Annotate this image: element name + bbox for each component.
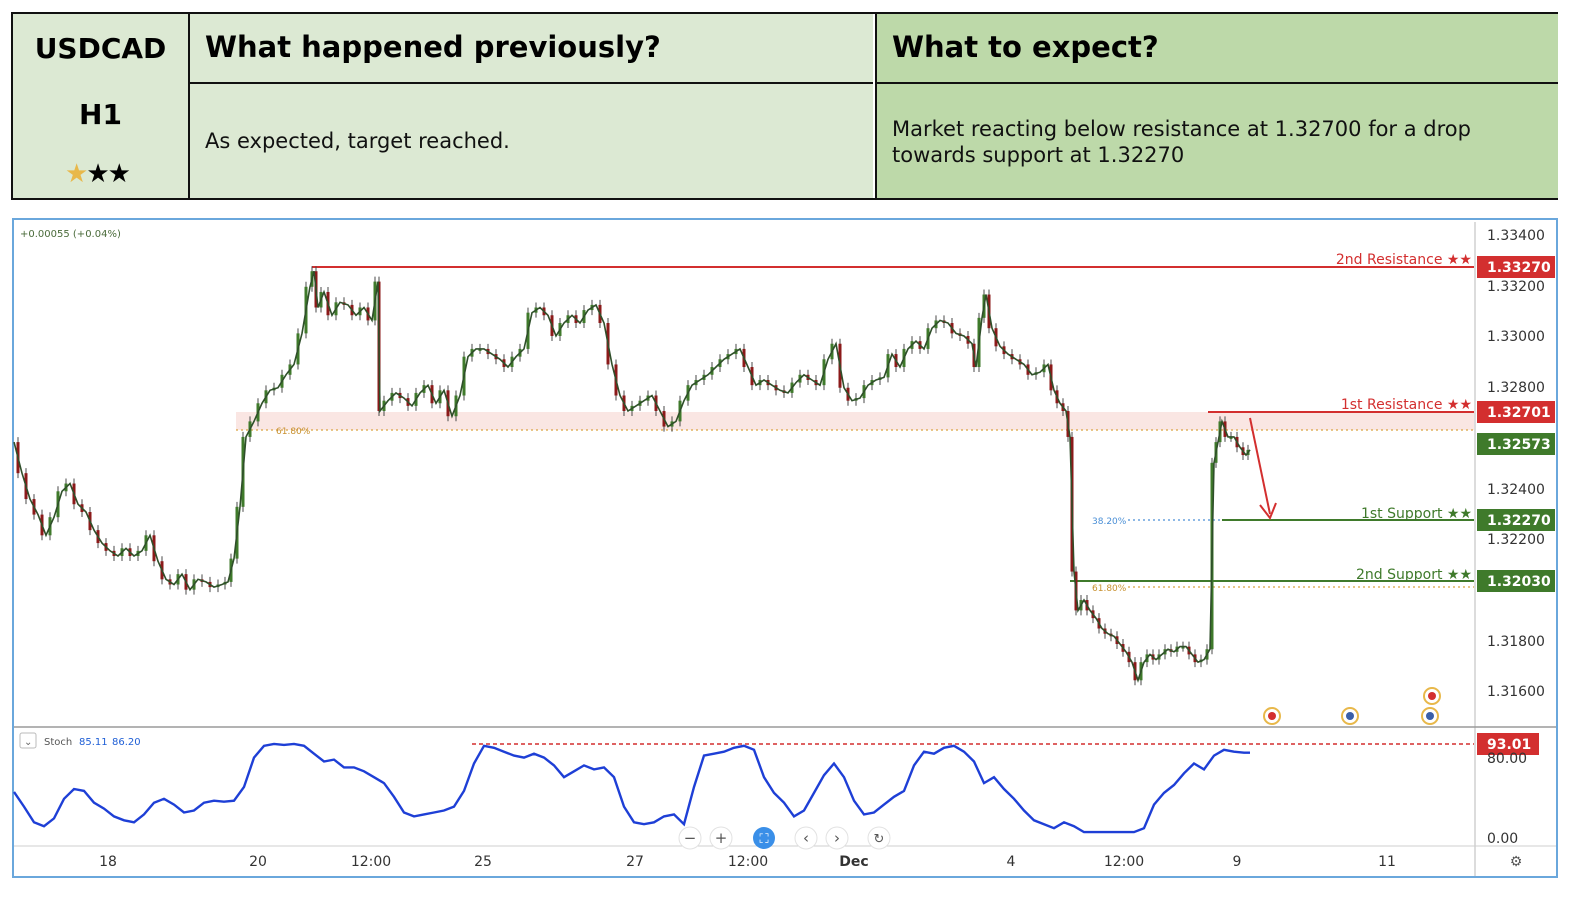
x-tick-label: 20 (249, 854, 267, 870)
previous-body-cell: As expected, target reached. (190, 84, 873, 198)
chart-nav-toolbar: − + ⛶ ‹ › ↻ (678, 826, 891, 850)
x-tick-label: 25 (474, 854, 492, 870)
x-tick-label: 12:00 (1104, 854, 1144, 870)
x-tick-label: 11 (1378, 854, 1396, 870)
previous-header-cell: What happened previously? (190, 14, 873, 84)
zoom-out-button[interactable] (678, 826, 702, 850)
price-tag: 1.32573 (1487, 437, 1551, 453)
level-label: 2nd Resistance ★★ (1336, 252, 1472, 268)
stoch-line (13, 742, 1250, 834)
price-tag-box (1477, 509, 1555, 531)
collapse-indicator-button[interactable] (19, 732, 37, 749)
price-tag-box (1477, 401, 1555, 423)
timeframe: H1 (79, 98, 122, 131)
minus-icon: − (684, 829, 697, 847)
scroll-left-button[interactable] (794, 826, 818, 850)
x-tick-label: 12:00 (351, 854, 391, 870)
reset-icon: ↻ (874, 832, 885, 847)
scroll-right-button[interactable] (825, 826, 849, 850)
fib-label: 61.80% (1092, 584, 1127, 594)
stoch-d-value: 86.20 (112, 737, 141, 748)
pair-cell: USDCAD H1 ★★★ (13, 14, 190, 198)
y-tick-label: 1.33400 (1487, 228, 1545, 244)
zoom-in-button[interactable] (709, 826, 733, 850)
x-tick-label: 18 (99, 854, 117, 870)
star-icon: ★ (65, 159, 88, 189)
rating-stars: ★★★ (65, 159, 131, 189)
candle-body (1181, 646, 1185, 649)
previous-text: As expected, target reached. (205, 129, 510, 153)
expect-body-cell: Market reacting below resistance at 1.32… (875, 84, 1558, 198)
x-tick-label: 27 (626, 854, 644, 870)
x-tick-label: 12:00 (728, 854, 768, 870)
indicator-name: Stoch (44, 737, 72, 748)
reset-chart-button[interactable] (867, 826, 891, 850)
y-tick-label: 1.33200 (1487, 279, 1545, 295)
x-tick-label: Dec (839, 854, 868, 870)
canada-flag-icon (1428, 692, 1436, 700)
level-label: 2nd Support ★★ (1356, 567, 1472, 583)
chevron-right-icon: › (834, 829, 840, 847)
price-tags: 1.33270 1.32701 1.32573 1.32270 1.32030 (1477, 256, 1555, 592)
us-flag-icon (1346, 712, 1354, 720)
fit-icon: ⛶ (758, 832, 769, 847)
canada-flag-icon (1268, 712, 1276, 720)
stoch-tag-box (1477, 733, 1539, 755)
fit-screen-button[interactable] (753, 827, 775, 849)
price-axis: 1.33400 1.33200 1.33000 1.32800 1.32400 … (1487, 228, 1545, 700)
y-tick-label: 1.31600 (1487, 684, 1545, 700)
price-tag: 1.32701 (1487, 405, 1551, 421)
previous-title: What happened previously? (205, 30, 661, 64)
y-tick-label: 1.32200 (1487, 532, 1545, 548)
us-flag-icon (1426, 712, 1434, 720)
summary-table: USDCAD H1 ★★★ What happened previously? … (11, 12, 1558, 200)
fib-label: 61.80% (276, 427, 311, 437)
change-readout: +0.00055 (+0.04%) (20, 229, 121, 240)
projection-arrow (1249, 417, 1271, 515)
price-tag: 1.32030 (1487, 574, 1551, 590)
stoch-y-tick: 80.00 (1487, 751, 1527, 767)
stoch-y-tick: 0.00 (1487, 831, 1518, 847)
y-tick-label: 1.31800 (1487, 634, 1545, 650)
plus-icon: + (715, 829, 728, 847)
x-tick-label: 4 (1007, 854, 1016, 870)
price-tag-box (1477, 570, 1555, 592)
expect-text-line-1: Market reacting below resistance at 1.32… (892, 117, 1471, 141)
y-tick-label: 1.32800 (1487, 380, 1545, 396)
chevron-left-icon: ‹ (803, 829, 809, 847)
star-icon: ★ (86, 159, 109, 189)
expect-text-line-2: towards support at 1.32270 (892, 143, 1185, 167)
time-axis: 18 20 12:00 25 27 12:00 Dec 4 12:00 9 11 (99, 854, 1396, 870)
expect-title: What to expect? (892, 30, 1159, 64)
level-label: 1st Resistance ★★ (1341, 397, 1472, 413)
price-tag: 1.32270 (1487, 513, 1551, 529)
price-line (13, 271, 1251, 683)
price-tag-box (1477, 433, 1555, 455)
x-tick-label: 9 (1233, 854, 1242, 870)
economic-events (1263, 687, 1441, 725)
pair-symbol: USDCAD (34, 32, 167, 65)
candle-body (1229, 436, 1233, 439)
fib-label: 38.20% (1092, 517, 1127, 527)
stoch-k-value: 85.11 (79, 737, 108, 748)
expect-header-cell: What to expect? (875, 14, 1558, 84)
chevron-down-icon: ⌄ (24, 737, 32, 748)
y-tick-label: 1.33000 (1487, 329, 1545, 345)
star-icon: ★ (107, 159, 131, 189)
chart-frame (12, 218, 1558, 878)
level-label: 1st Support ★★ (1361, 506, 1472, 522)
arrow-head-icon (1259, 502, 1277, 521)
stoch-tag: 93.01 (1487, 737, 1531, 753)
price-candles (16, 266, 1250, 686)
price-tag: 1.33270 (1487, 260, 1551, 276)
y-tick-label: 1.32400 (1487, 482, 1545, 498)
candle-body (478, 348, 482, 351)
resistance-zone (236, 412, 1474, 430)
price-tag-box (1477, 256, 1555, 278)
gear-icon[interactable]: ⚙ (1510, 854, 1523, 870)
